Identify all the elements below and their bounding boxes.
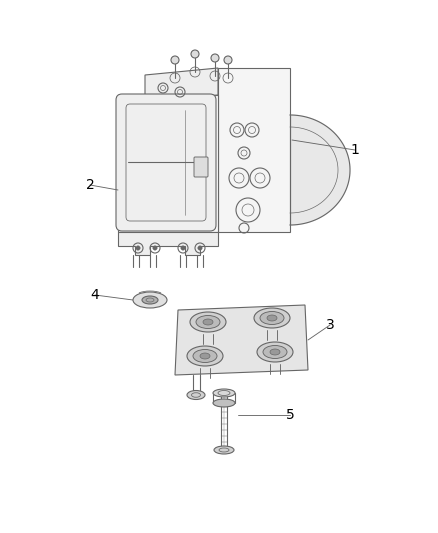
Ellipse shape <box>193 350 217 362</box>
Ellipse shape <box>213 399 235 407</box>
Circle shape <box>191 50 199 58</box>
Ellipse shape <box>187 391 205 400</box>
Ellipse shape <box>187 346 223 366</box>
Polygon shape <box>118 232 218 255</box>
Text: 3: 3 <box>325 318 334 332</box>
Ellipse shape <box>200 353 210 359</box>
Ellipse shape <box>270 349 280 355</box>
Text: 5: 5 <box>286 408 294 422</box>
Ellipse shape <box>254 308 290 328</box>
Circle shape <box>171 56 179 64</box>
Ellipse shape <box>203 319 213 325</box>
Circle shape <box>224 56 232 64</box>
Ellipse shape <box>190 312 226 332</box>
Polygon shape <box>290 115 350 225</box>
Polygon shape <box>218 68 290 232</box>
Circle shape <box>198 246 202 250</box>
Text: 4: 4 <box>91 288 99 302</box>
Circle shape <box>181 246 185 250</box>
Ellipse shape <box>133 292 167 308</box>
Text: 2: 2 <box>85 178 94 192</box>
Ellipse shape <box>260 311 284 325</box>
Ellipse shape <box>142 296 158 304</box>
Circle shape <box>211 54 219 62</box>
FancyBboxPatch shape <box>194 157 208 177</box>
Ellipse shape <box>196 316 220 328</box>
Text: 1: 1 <box>350 143 360 157</box>
Ellipse shape <box>214 446 234 454</box>
Ellipse shape <box>257 342 293 362</box>
Ellipse shape <box>263 345 287 359</box>
Polygon shape <box>175 305 308 375</box>
FancyBboxPatch shape <box>116 94 216 231</box>
Ellipse shape <box>213 389 235 397</box>
Polygon shape <box>118 95 218 232</box>
Circle shape <box>136 246 140 250</box>
Ellipse shape <box>267 315 277 321</box>
Polygon shape <box>145 68 218 100</box>
Circle shape <box>153 246 157 250</box>
